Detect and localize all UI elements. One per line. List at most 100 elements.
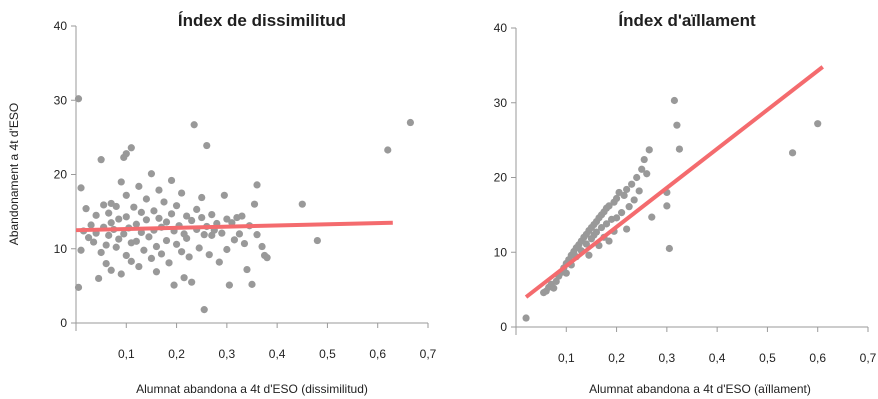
data-point — [253, 181, 261, 189]
data-point — [633, 173, 641, 182]
data-point — [170, 281, 178, 289]
data-point — [77, 184, 85, 192]
data-point — [185, 253, 193, 261]
x-tick-label: 0,4 — [709, 351, 726, 365]
data-point — [628, 180, 636, 188]
data-point — [643, 170, 651, 178]
data-point — [620, 191, 628, 200]
x-tick-label: 0,2 — [608, 351, 625, 365]
x-tick-label: 0,7 — [860, 351, 877, 365]
data-point — [140, 246, 148, 254]
data-point — [122, 191, 130, 199]
data-point — [550, 284, 558, 292]
data-point — [135, 262, 143, 271]
y-tick-label: 0 — [500, 320, 507, 334]
x-tick-label: 0,7 — [420, 347, 437, 361]
data-point — [190, 121, 198, 129]
data-point — [605, 237, 613, 245]
data-point — [115, 235, 123, 243]
data-point — [102, 241, 110, 249]
chart-aillament: Índex d'aïllament Alumnat abandona a 4t … — [494, 11, 877, 396]
data-point — [638, 165, 646, 173]
data-point — [135, 182, 143, 190]
data-point — [648, 213, 656, 221]
data-point — [235, 230, 244, 238]
data-point — [145, 233, 153, 241]
data-point — [95, 274, 103, 283]
data-point — [238, 212, 246, 220]
data-point — [162, 218, 171, 226]
data-point — [612, 214, 621, 222]
data-point — [673, 121, 681, 129]
data-point — [167, 210, 176, 218]
x-tick-label: 0,4 — [269, 347, 286, 361]
trend-line-group — [524, 65, 824, 299]
y-tick-label: 40 — [494, 21, 508, 35]
data-point — [105, 209, 113, 217]
data-point — [107, 219, 115, 227]
data-point — [77, 246, 85, 254]
data-point — [623, 225, 631, 233]
data-point — [198, 213, 206, 222]
trend-line — [524, 65, 824, 299]
trend-line-group — [75, 220, 393, 233]
data-point — [582, 240, 591, 248]
data-point — [172, 202, 181, 210]
data-point — [313, 236, 321, 245]
data-point — [132, 237, 140, 245]
trend-line — [75, 220, 393, 233]
data-point — [180, 274, 188, 282]
chart-title: Índex d'aïllament — [618, 11, 756, 30]
data-point — [623, 185, 631, 194]
data-point — [97, 248, 105, 257]
data-point — [195, 244, 203, 252]
y-tick-label: 10 — [54, 242, 68, 256]
x-tick-label: 0,5 — [319, 347, 336, 361]
data-point — [162, 236, 171, 245]
data-point — [74, 283, 83, 291]
y-tick-label: 40 — [54, 19, 68, 33]
data-point — [200, 231, 208, 239]
data-point — [122, 150, 130, 158]
data-point — [82, 205, 90, 213]
data-point — [250, 200, 259, 208]
data-point — [165, 259, 173, 267]
data-point — [142, 195, 150, 203]
data-point — [132, 220, 140, 228]
tick-labels: 0 10 20 30 40 0,1 0,2 0,3 0,4 0,5 0,6 0,7 — [54, 19, 437, 361]
data-point — [788, 149, 797, 157]
data-point — [100, 201, 108, 209]
data-point — [663, 202, 671, 210]
data-point — [188, 216, 196, 225]
data-point — [406, 118, 414, 127]
data-point — [188, 278, 196, 286]
chart-title: Índex de dissimilitud — [178, 11, 346, 30]
data-point — [670, 96, 679, 105]
data-point — [112, 202, 120, 211]
data-point — [263, 254, 271, 262]
data-point — [612, 194, 621, 203]
data-point — [107, 266, 115, 274]
data-point — [127, 257, 135, 265]
data-point — [117, 178, 125, 186]
data-point — [87, 221, 95, 229]
data-point — [147, 170, 156, 178]
x-axis-label: Alumnat abandona a 4t d'ESO (aïllament) — [589, 382, 811, 396]
data-point — [562, 269, 570, 277]
data-point — [630, 196, 638, 204]
data-point — [152, 242, 161, 251]
x-tick-label: 0,3 — [219, 347, 236, 361]
data-point — [635, 187, 643, 195]
data-point — [258, 242, 266, 251]
data-point — [127, 144, 135, 152]
data-point — [172, 240, 181, 248]
data-point — [208, 210, 216, 219]
data-point — [137, 208, 145, 216]
tick-labels: 0 10 20 30 40 0,1 0,2 0,3 0,4 0,5 0,6 0,7 — [494, 21, 877, 365]
data-point — [205, 251, 213, 259]
data-point — [97, 156, 105, 164]
data-point — [105, 231, 113, 239]
chart-dissimilitud: Índex de dissimilitud Abandonament a 4t … — [7, 11, 437, 396]
data-point — [178, 189, 186, 197]
